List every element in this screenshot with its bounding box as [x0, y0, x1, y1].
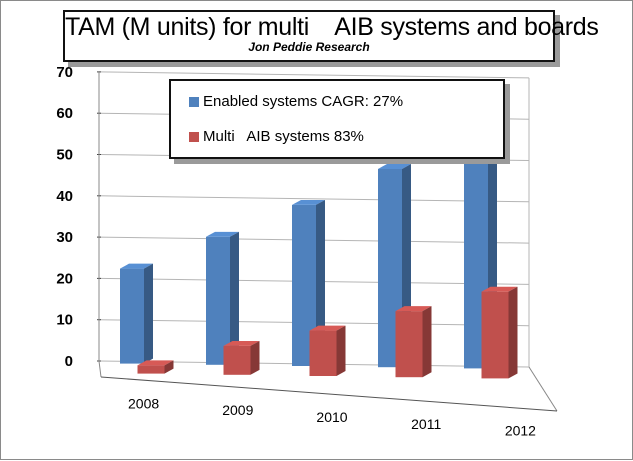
gridline: [98, 71, 530, 79]
legend-entry-enabled-systems: Enabled systems CAGR: 27%: [189, 93, 403, 111]
bar: [206, 231, 239, 365]
bar-front: [206, 236, 230, 365]
bar-front: [481, 291, 509, 379]
legend-label-enabled-systems: Enabled systems CAGR: 27%: [203, 93, 404, 110]
bar: [223, 340, 260, 375]
bar: [309, 325, 346, 376]
bar-side: [336, 325, 346, 376]
bar-side: [230, 231, 239, 365]
legend-swatch-multi-aib: [189, 132, 199, 142]
chart-subtitle: Jon Peddie Research: [248, 40, 370, 54]
gridline: [98, 195, 530, 203]
bar: [292, 199, 325, 366]
legend: Enabled systems CAGR: 27% Multi AIB syst…: [169, 79, 505, 159]
y-tick-label: 0: [65, 353, 73, 370]
bar-front: [223, 345, 251, 375]
bar-side: [422, 306, 432, 378]
y-tick-label: 70: [56, 64, 73, 81]
bar-side: [508, 286, 518, 379]
y-tick-label: 50: [56, 147, 73, 164]
bar-top: [223, 340, 260, 346]
floor-right-edge: [528, 366, 558, 412]
x-tick-label: 2009: [222, 402, 253, 418]
bar: [137, 360, 174, 374]
y-tick-label: 10: [56, 312, 73, 329]
x-tick-label: 2010: [316, 409, 347, 425]
axis-labels: 0 10 20 30 40 50 60 70 2008 2009 2010 2011 2012: [56, 64, 536, 439]
x-tick-label: 2011: [411, 416, 441, 432]
legend-entry-multi-aib: Multi AIB systems 83%: [189, 128, 364, 146]
bar-side: [164, 360, 174, 374]
x-tick-label: 2012: [505, 423, 536, 439]
y-tick-label: 30: [56, 229, 73, 246]
axes: [97, 71, 558, 412]
bar: [395, 306, 432, 378]
bar: [481, 286, 518, 379]
y-tick-label: 20: [56, 270, 73, 287]
bar-front: [395, 311, 423, 378]
y-tick-label: 40: [56, 188, 73, 205]
bar-top: [137, 360, 174, 366]
title-box: TAM (M units) for multi AIB systems and …: [63, 10, 599, 62]
legend-swatch-enabled-systems: [189, 97, 199, 107]
bar-side: [250, 340, 260, 375]
bar-side: [144, 263, 153, 364]
bar-top: [120, 263, 153, 269]
x-axis-line: [100, 376, 558, 412]
legend-label-multi-aib: Multi AIB systems 83%: [203, 128, 364, 145]
x-tick-label: 2008: [128, 395, 159, 411]
bar-top: [292, 199, 325, 205]
bar-top: [206, 231, 239, 237]
bar-top: [309, 325, 346, 331]
y-tick-label: 60: [56, 105, 73, 122]
bar-front: [309, 330, 337, 376]
bar-top: [481, 286, 518, 292]
bar-front: [137, 365, 165, 374]
bar-front: [120, 268, 144, 364]
bar-side: [316, 199, 325, 366]
floor-left-edge: [98, 360, 102, 378]
bar-top: [395, 306, 432, 312]
bar: [120, 263, 153, 364]
bar-top: [378, 164, 411, 169]
chart-title: TAM (M units) for multi AIB systems and …: [65, 13, 599, 41]
bars: [120, 128, 518, 379]
